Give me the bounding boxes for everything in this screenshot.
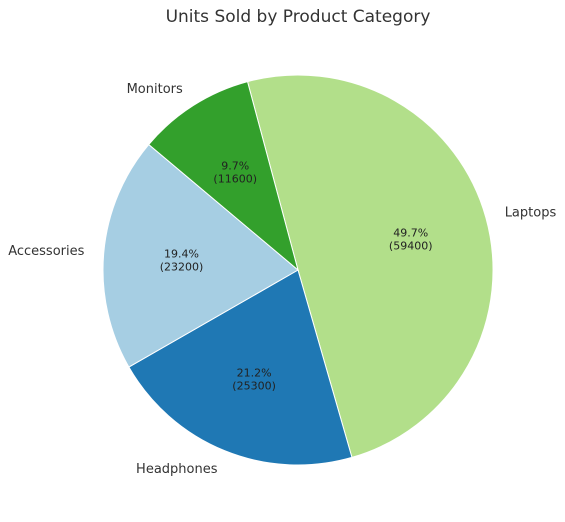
pie-labels: Laptops 49.7%(59400) Headphones 21.2%(25300…	[8, 82, 556, 477]
value-label-headphones: (25300)	[232, 379, 276, 392]
pie-slices	[102, 74, 494, 466]
pie-slice-laptops	[246, 74, 494, 459]
chart-title: Units Sold by Product Category	[166, 7, 431, 27]
category-label-laptops: Laptops	[505, 206, 557, 221]
pie-slice-accessories	[102, 143, 299, 368]
percent-label-accessories: 19.4%	[164, 248, 199, 261]
category-label-accessories: Accessories	[8, 244, 84, 259]
value-label-laptops: (59400)	[389, 240, 433, 253]
category-label-monitors: Monitors	[127, 82, 183, 97]
category-label-headphones: Headphones	[136, 462, 218, 477]
pie-slice-headphones	[128, 269, 353, 466]
pie-slice-monitors	[148, 81, 299, 272]
value-label-accessories: (23200)	[160, 261, 204, 274]
percent-label-laptops: 49.7%	[393, 227, 428, 240]
percent-label-monitors: 9.7%	[221, 159, 249, 172]
value-label-monitors: (11600)	[213, 172, 257, 185]
percent-label-headphones: 21.2%	[237, 366, 272, 379]
